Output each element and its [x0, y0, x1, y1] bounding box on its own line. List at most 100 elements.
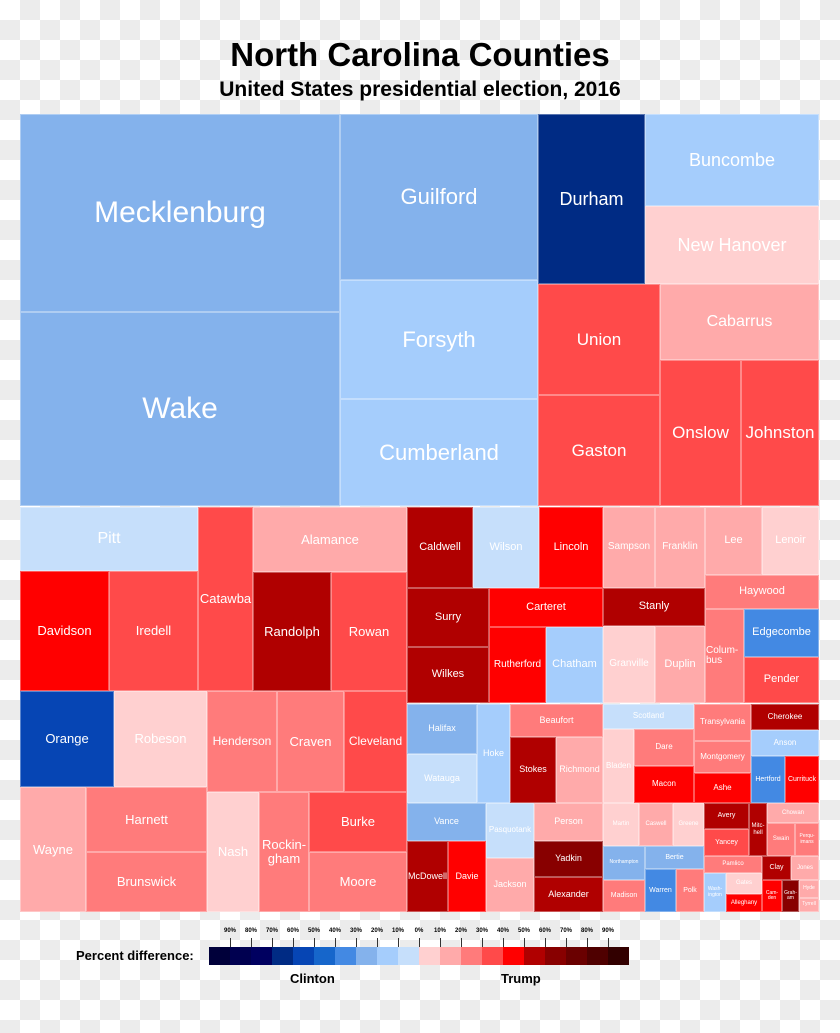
legend-swatch [314, 947, 335, 965]
county-cell: Chowan [767, 803, 819, 823]
county-cell: Stokes [510, 737, 556, 803]
legend-tick-label: 80% [580, 928, 594, 934]
county-cell: Alexander [534, 877, 603, 912]
county-cell: Mecklenburg [20, 114, 340, 312]
county-cell: Warren [645, 869, 676, 912]
legend-tick-mark [356, 938, 357, 947]
county-cell: Caswell [639, 803, 673, 846]
legend-tick-mark [524, 938, 525, 947]
legend-swatch [230, 947, 251, 965]
legend-clinton-label: Clinton [290, 971, 335, 986]
county-cell: Clay [762, 856, 791, 880]
legend-swatch [419, 947, 440, 965]
legend-tick-mark [440, 938, 441, 947]
county-cell: Davidson [20, 571, 109, 691]
legend-tick-label: 10% [391, 928, 405, 934]
legend-color-scale [209, 947, 629, 965]
county-cell: Hyde [799, 880, 819, 898]
county-cell: New Hanover [645, 206, 819, 284]
legend-swatch [482, 947, 503, 965]
county-cell: Robeson [114, 691, 207, 787]
county-cell: Transylvania [694, 704, 751, 741]
county-cell: Carteret [489, 588, 603, 627]
county-cell: Tyrrell [799, 898, 819, 912]
county-cell: Duplin [655, 626, 705, 703]
legend-swatch [398, 947, 419, 965]
legend-tick-label: 60% [286, 928, 300, 934]
legend-swatch [524, 947, 545, 965]
legend-tick-mark [272, 938, 273, 947]
legend-swatch [356, 947, 377, 965]
legend-swatch [566, 947, 587, 965]
county-cell: Polk [676, 869, 704, 912]
county-cell: Lincoln [539, 507, 603, 588]
county-cell: Durham [538, 114, 645, 284]
legend-swatch [461, 947, 482, 965]
legend-tick-mark [251, 938, 252, 947]
county-cell: Wash- ington [704, 873, 726, 912]
county-cell: Guilford [340, 114, 538, 280]
county-cell: Yancey [704, 829, 749, 856]
county-cell: Lenoir [762, 507, 819, 575]
county-cell: Nash [207, 792, 259, 912]
county-cell: Chatham [546, 627, 603, 703]
county-cell: Watauga [407, 754, 477, 803]
county-cell: Cherokee [751, 704, 819, 730]
county-cell: Currituck [785, 756, 819, 803]
county-cell: Wake [20, 312, 340, 506]
legend-tick-label: 70% [265, 928, 279, 934]
legend-tick-label: 80% [244, 928, 258, 934]
county-cell: Buncombe [645, 114, 819, 206]
county-cell: Richmond [556, 737, 603, 803]
county-cell: Wilkes [407, 647, 489, 703]
county-cell: Alamance [253, 507, 407, 572]
county-cell: Orange [20, 691, 114, 787]
county-cell: Jones [791, 856, 819, 880]
county-cell: Lee [705, 507, 762, 575]
county-cell: Edgecombe [744, 609, 819, 657]
county-cell: Catawba [198, 507, 253, 691]
county-cell: Franklin [655, 507, 705, 588]
county-cell: Halifax [407, 704, 477, 754]
legend-tick-mark [314, 938, 315, 947]
county-cell: Macon [634, 766, 694, 803]
county-cell: Rowan [331, 572, 407, 691]
county-cell: Alleghany [726, 894, 762, 912]
county-cell: Caldwell [407, 507, 473, 588]
county-cell: Beaufort [510, 704, 603, 737]
legend-tick-label: 0% [414, 928, 424, 934]
county-cell: Cleveland [344, 691, 407, 792]
county-cell: Gates [726, 873, 762, 894]
county-cell: Moore [309, 852, 407, 912]
legend-tick-label: 90% [223, 928, 237, 934]
county-cell: Pender [744, 657, 819, 703]
county-cell: Greene [673, 803, 704, 846]
legend-tick-label: 60% [538, 928, 552, 934]
county-cell: Surry [407, 588, 489, 647]
county-cell: Perqu- imans [795, 823, 819, 856]
county-cell: Union [538, 284, 660, 395]
legend-tick-label: 50% [307, 928, 321, 934]
county-cell: Avery [704, 803, 749, 829]
legend-tick-label: 40% [496, 928, 510, 934]
county-cell: Swain [767, 823, 795, 856]
legend-swatch [440, 947, 461, 965]
county-cell: Cumberland [340, 399, 538, 506]
county-cell: Burke [309, 792, 407, 852]
legend-swatch [503, 947, 524, 965]
county-cell: Harnett [86, 787, 207, 852]
legend-swatch [335, 947, 356, 965]
legend-swatch [377, 947, 398, 965]
county-cell: Madison [603, 880, 645, 912]
county-cell: Wilson [473, 507, 539, 588]
legend-swatch [209, 947, 230, 965]
legend-tick-label: 40% [328, 928, 342, 934]
county-cell: Cabarrus [660, 284, 819, 360]
county-cell: Craven [277, 691, 344, 792]
legend-swatch [545, 947, 566, 965]
county-cell: Yadkin [534, 841, 603, 877]
legend-tick-label: 30% [349, 928, 363, 934]
legend-tick-label: 50% [517, 928, 531, 934]
legend-swatch [608, 947, 629, 965]
legend-tick-label: 20% [454, 928, 468, 934]
